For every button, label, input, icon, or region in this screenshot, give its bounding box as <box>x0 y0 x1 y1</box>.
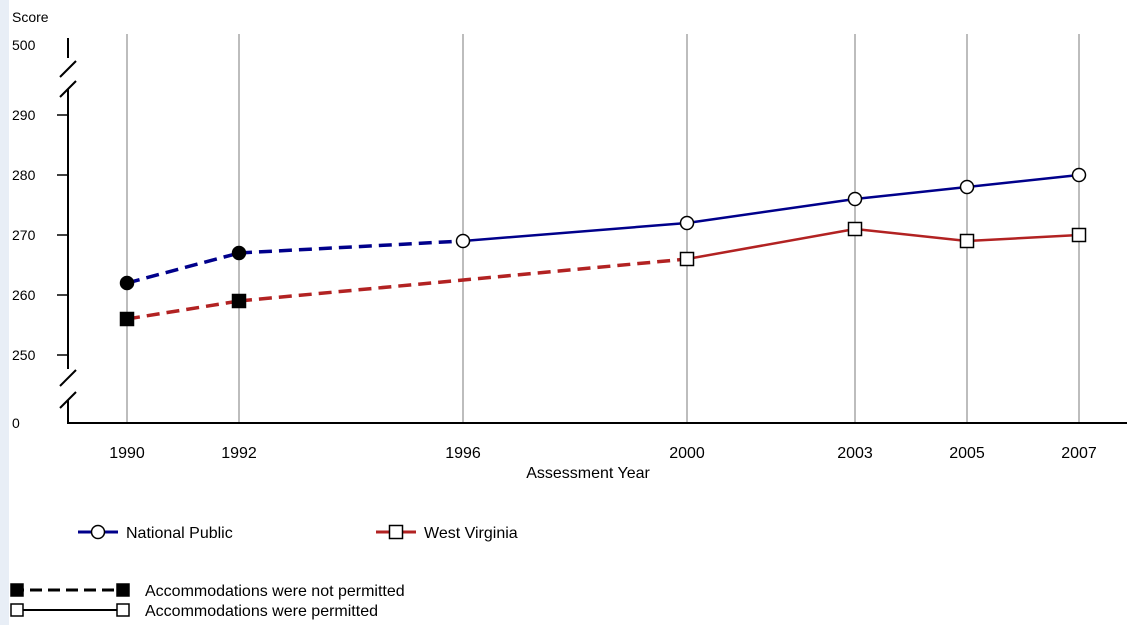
series-1-point-2007 <box>1071 227 1087 243</box>
x-tick-label-1992: 1992 <box>221 445 257 462</box>
series-0-point-2005 <box>959 179 975 195</box>
series-1-segment-2000-2003 <box>686 227 856 261</box>
x-tick-label-2003: 2003 <box>837 445 873 462</box>
y-axis-break-lower-a <box>59 369 77 387</box>
x-tick-label-2000: 2000 <box>669 445 705 462</box>
series-1-segment-2005-2007 <box>966 233 1080 243</box>
y-axis-title: Score <box>12 9 49 25</box>
series-1-segment-2003-2005 <box>854 227 968 243</box>
legend-style-marker-right-1 <box>116 603 130 617</box>
grid-lines <box>126 34 1080 423</box>
series-lines <box>126 173 1080 321</box>
series-1-point-1992 <box>231 293 247 309</box>
series-0-segment-1996-2000 <box>462 221 688 243</box>
series-0-segment-2000-2003 <box>686 197 856 225</box>
series-1-point-1990 <box>119 311 135 327</box>
legend-series-label-1: West Virginia <box>424 525 518 542</box>
series-0-point-1996 <box>455 233 471 249</box>
legend-series-label-0: National Public <box>126 525 233 542</box>
x-tick-label-1990: 1990 <box>109 445 145 462</box>
legend-style-marker-right-0 <box>116 583 130 597</box>
y-tick-label-260: 260 <box>12 287 36 303</box>
x-tick-label-2007: 2007 <box>1061 445 1097 462</box>
series-1-segment-1992-2000 <box>238 257 688 303</box>
legend: National Public West Virginia Accommodatio… <box>10 524 518 620</box>
series-0-segment-1990-1992 <box>126 251 240 285</box>
axes: Score Assessment Year 0 250 260 270 280 290 50… <box>12 9 1127 482</box>
left-margin-strip <box>0 0 9 625</box>
series-0-point-2000 <box>679 215 695 231</box>
y-tick-label-290: 290 <box>12 107 36 123</box>
y-tick-label-250: 250 <box>12 347 36 363</box>
legend-style-marker-left-0 <box>10 583 24 597</box>
series-1-point-2003 <box>847 221 863 237</box>
y-tick-label-270: 270 <box>12 227 36 243</box>
legend-style-label-1: Accommodations were permitted <box>145 603 378 620</box>
legend-style-label-0: Accommodations were not permitted <box>145 583 405 600</box>
x-tick-label-1996: 1996 <box>445 445 481 462</box>
series-0-point-1992 <box>231 245 247 261</box>
y-tick-label-0: 0 <box>12 415 20 431</box>
series-0-segment-1992-1996 <box>238 239 464 255</box>
series-1-point-2000 <box>679 251 695 267</box>
series-1-point-2005 <box>959 233 975 249</box>
legend-series-marker-1 <box>388 524 404 540</box>
series-0-point-2003 <box>847 191 863 207</box>
series-markers <box>119 167 1087 327</box>
series-0-segment-2003-2005 <box>854 185 968 201</box>
series-1-segment-1990-1992 <box>126 299 240 321</box>
series-0-segment-2005-2007 <box>966 173 1080 189</box>
y-tick-label-500: 500 <box>12 37 36 53</box>
legend-style-marker-left-1 <box>10 603 24 617</box>
y-axis-break-upper-a <box>59 60 77 78</box>
y-tick-label-280: 280 <box>12 167 36 183</box>
legend-series-marker-0 <box>90 524 106 540</box>
series-0-point-2007 <box>1071 167 1087 183</box>
x-axis-title: Assessment Year <box>526 465 650 482</box>
series-0-point-1990 <box>119 275 135 291</box>
x-tick-label-2005: 2005 <box>949 445 985 462</box>
